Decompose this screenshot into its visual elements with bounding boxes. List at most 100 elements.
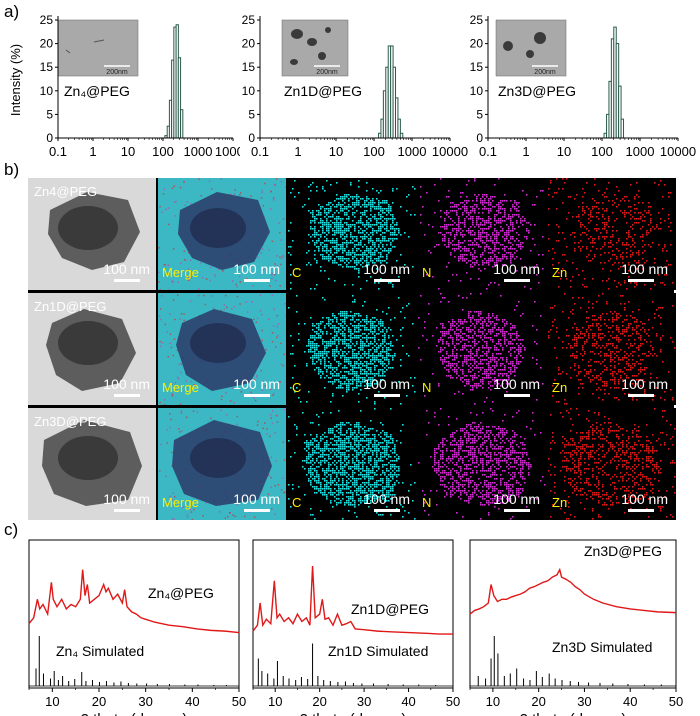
map-dot: [322, 226, 324, 228]
map-dot: [362, 349, 364, 351]
map-dot: [372, 252, 374, 254]
map-dot: [558, 272, 560, 274]
map-dot: [626, 244, 628, 246]
map-dot: [336, 244, 338, 246]
map-dot: [310, 317, 312, 319]
map-dot: [370, 323, 372, 325]
map-dot: [388, 252, 390, 254]
map-dot: [356, 361, 358, 363]
merge-dot: [277, 484, 280, 486]
map-dot: [340, 377, 342, 379]
map-dot: [488, 347, 490, 349]
merge-dot: [170, 418, 172, 421]
map-dot: [328, 222, 330, 224]
map-dot: [322, 254, 324, 256]
map-dot: [484, 208, 486, 210]
map-dot: [642, 246, 644, 248]
map-dot: [376, 206, 378, 208]
map-dot: [318, 357, 320, 359]
map-dot: [384, 238, 386, 240]
map-dot: [358, 202, 360, 204]
map-dot: [612, 343, 614, 345]
map-dot: [606, 303, 608, 305]
map-dot: [506, 252, 508, 254]
x-tick-label: 10: [121, 144, 135, 159]
map-dot: [606, 236, 608, 238]
map-dot: [356, 248, 358, 250]
map-dot: [382, 321, 384, 323]
map-dot: [356, 422, 358, 424]
map-dot: [364, 234, 366, 236]
map-dot: [318, 367, 320, 369]
map-dot: [656, 377, 658, 379]
map-dot: [500, 345, 502, 347]
merge-dot: [163, 404, 166, 405]
map-dot: [390, 224, 392, 226]
map-dot: [330, 216, 332, 218]
map-dot: [480, 363, 482, 365]
map-dot: [360, 347, 362, 349]
map-dot: [340, 333, 342, 335]
map-dot: [496, 329, 498, 331]
map-dot: [364, 371, 366, 373]
map-dot: [316, 345, 318, 347]
map-dot: [500, 260, 502, 262]
map-dot: [366, 315, 368, 317]
map-dot: [598, 317, 600, 319]
map-dot: [340, 355, 342, 357]
map-dot: [462, 345, 464, 347]
map-dot: [468, 327, 470, 329]
scale-bar-label: 100 nm: [493, 261, 540, 277]
map-dot: [384, 367, 386, 369]
map-dot: [352, 301, 354, 303]
map-dot: [370, 218, 372, 220]
merge-dot: [167, 223, 170, 226]
map-dot: [656, 226, 658, 228]
map-dot: [374, 367, 376, 369]
map-dot: [360, 343, 362, 345]
map-dot: [610, 387, 612, 389]
map-dot: [496, 343, 498, 345]
map-dot: [566, 278, 568, 280]
map-dot: [472, 357, 474, 359]
map-dot: [328, 256, 330, 258]
map-dot: [622, 242, 624, 244]
map-dot: [314, 335, 316, 337]
map-dot: [494, 325, 496, 327]
map-dot: [308, 339, 310, 341]
map-dot: [382, 339, 384, 341]
map-dot: [354, 244, 356, 246]
map-dot: [458, 244, 460, 246]
map-dot: [564, 293, 566, 295]
map-dot: [388, 335, 390, 337]
inset-particle: [65, 49, 71, 54]
map-dot: [410, 377, 412, 379]
map-dot: [382, 329, 384, 331]
map-dot: [480, 369, 482, 371]
map-dot: [370, 349, 372, 351]
map-dot: [532, 325, 534, 327]
map-dot: [326, 323, 328, 325]
map-dot: [352, 250, 354, 252]
map-dot: [346, 218, 348, 220]
map-dot: [346, 367, 348, 369]
map-dot: [312, 343, 314, 345]
map-dot: [366, 260, 368, 262]
map-dot: [390, 349, 392, 351]
map-dot: [632, 379, 634, 381]
map-dot: [610, 353, 612, 355]
map-dot: [648, 319, 650, 321]
map-dot: [348, 361, 350, 363]
map-dot: [542, 254, 544, 256]
map-dot: [482, 345, 484, 347]
map-dot: [378, 252, 380, 254]
map-dot: [388, 204, 390, 206]
map-dot: [602, 228, 604, 230]
map-dot: [374, 262, 376, 264]
map-dot: [310, 226, 312, 228]
map-dot: [380, 262, 382, 264]
map-dot: [384, 339, 386, 341]
map-dot: [340, 426, 342, 428]
map-dot: [462, 377, 464, 379]
map-dot: [352, 367, 354, 369]
